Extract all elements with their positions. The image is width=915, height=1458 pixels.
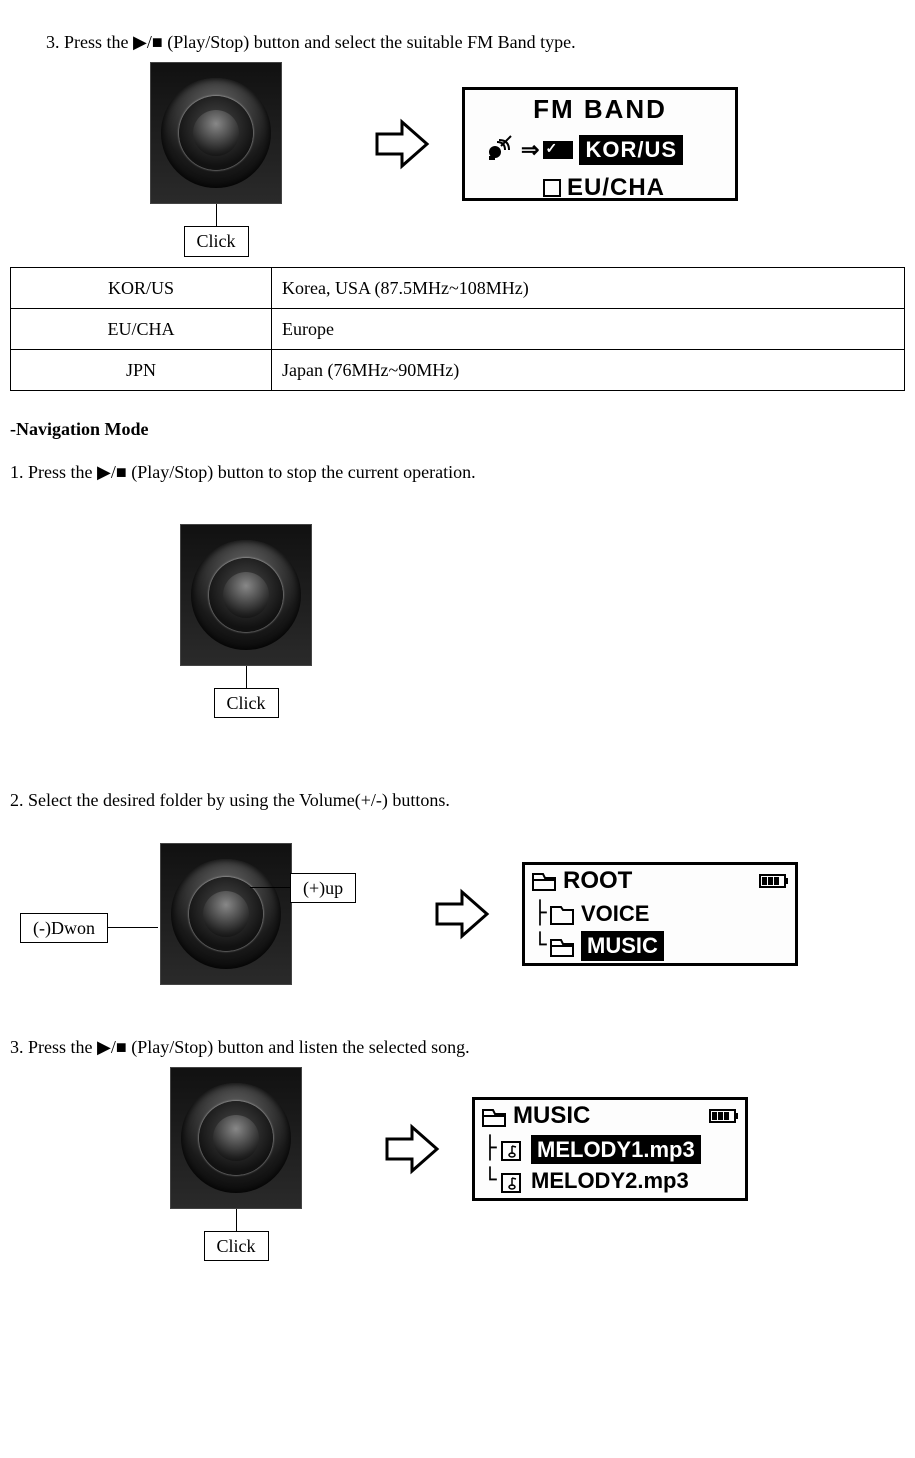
checkbox-checked-icon: [543, 141, 573, 159]
folder-browser-screen: ROOT ├ VOICE └ MUSIC: [522, 862, 798, 966]
music-folder-label: MUSIC: [513, 1100, 709, 1132]
volume-dial[interactable]: [160, 843, 292, 985]
click-label-2: Click: [214, 688, 279, 718]
file-label: MELODY2.mp3: [531, 1166, 689, 1196]
music-file-icon: [499, 1166, 525, 1196]
fm-band-table: KOR/USKorea, USA (87.5MHz~108MHz) EU/CHA…: [10, 267, 905, 392]
folder-icon: [549, 899, 575, 929]
fm-band-other: EU/CHA: [567, 172, 665, 204]
tree-line-icon: └: [481, 1170, 499, 1192]
band-code: KOR/US: [11, 267, 272, 308]
tree-line-icon: └: [531, 935, 549, 957]
battery-icon: [759, 865, 789, 897]
tree-line-icon: ├: [531, 903, 549, 925]
band-code: JPN: [11, 350, 272, 391]
play-stop-dial[interactable]: [150, 62, 282, 204]
band-code: EU/CHA: [11, 308, 272, 349]
dial-figure-2: Click: [180, 524, 312, 718]
music-file-icon: [499, 1135, 525, 1165]
fm-band-screen: FM BAND ⇒ KOR/US EU/CHA: [462, 87, 738, 201]
folder-open-icon: [481, 1100, 507, 1132]
dial-figure-1: Click: [150, 62, 282, 256]
folder-open-icon: [549, 931, 575, 961]
volume-down-label: (-)Dwon: [20, 913, 108, 943]
band-desc: Korea, USA (87.5MHz~108MHz): [272, 267, 905, 308]
voice-folder-label: VOICE: [581, 899, 649, 929]
folder-open-icon: [531, 865, 557, 897]
fmband-step3: 3. Press the ▶/■ (Play/Stop) button and …: [10, 30, 905, 54]
fm-band-title: FM BAND: [465, 90, 735, 127]
table-row: KOR/USKorea, USA (87.5MHz~108MHz): [11, 267, 905, 308]
root-folder-label: ROOT: [563, 865, 759, 897]
arrow-icon: [382, 1119, 442, 1179]
tree-line-icon: ├: [481, 1138, 499, 1160]
arrow-icon: [432, 884, 492, 944]
table-row: JPNJapan (76MHz~90MHz): [11, 350, 905, 391]
file-selected: MELODY1.mp3: [531, 1135, 701, 1165]
click-label-3: Click: [204, 1231, 269, 1261]
music-folder-selected: MUSIC: [581, 931, 664, 961]
dial-figure-4: Click: [170, 1067, 302, 1261]
band-desc: Europe: [272, 308, 905, 349]
battery-icon: [709, 1100, 739, 1132]
play-stop-dial[interactable]: [170, 1067, 302, 1209]
file-browser-screen: MUSIC ├ MELODY1.mp3 └ MELODY2.mp3: [472, 1097, 748, 1201]
nav-step1: 1. Press the ▶/■ (Play/Stop) button to s…: [10, 460, 905, 484]
checkbox-empty-icon: [543, 179, 561, 197]
nav-step3: 3. Press the ▶/■ (Play/Stop) button and …: [10, 1035, 905, 1059]
nav-step2: 2. Select the desired folder by using th…: [10, 788, 905, 812]
table-row: EU/CHAEurope: [11, 308, 905, 349]
click-label-1: Click: [184, 226, 249, 256]
arrow-icon: [372, 114, 432, 174]
volume-up-label: (+)up: [290, 873, 356, 903]
satellite-icon: [483, 130, 517, 170]
fm-band-selected: KOR/US: [579, 135, 683, 165]
navigation-mode-heading: -Navigation Mode: [10, 417, 905, 441]
right-arrow-icon: ⇒: [521, 135, 539, 165]
band-desc: Japan (76MHz~90MHz): [272, 350, 905, 391]
play-stop-dial[interactable]: [180, 524, 312, 666]
